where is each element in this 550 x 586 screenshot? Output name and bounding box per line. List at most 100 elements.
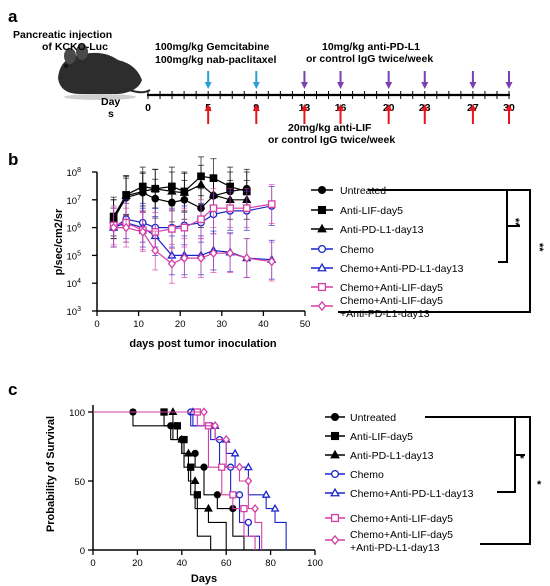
data-point — [138, 227, 147, 237]
data-point — [167, 186, 177, 195]
gem-text-1: 100mg/kg Gemcitabine — [155, 41, 270, 53]
pdl1-text-1: 10mg/kg anti-PD-L1 — [322, 41, 420, 53]
legend-label: Chemo+Anti-PD-L1-day13 — [340, 263, 464, 275]
data-point — [151, 245, 160, 256]
injection-text-1: Pancreatic injection — [13, 29, 112, 41]
data-point — [168, 225, 176, 233]
data-point — [109, 222, 118, 233]
injection-text-2: of KCKO-Luc — [42, 41, 108, 53]
y-tick-label: 105 — [67, 250, 82, 262]
data-point — [226, 248, 235, 259]
panel-b-label: b — [8, 150, 18, 169]
event-marker — [230, 448, 240, 457]
data-point — [179, 187, 189, 196]
panel-c: c Probability of Survival Days 0 20 40 60 80… — [8, 380, 542, 585]
survival-step-line — [93, 411, 212, 550]
legend-label: Anti-LIF-day5 — [340, 205, 403, 217]
dosing-arrow-head — [469, 82, 477, 89]
panel-c-label: c — [8, 380, 17, 399]
legend-marker — [330, 513, 340, 523]
dosing-arrow-head — [421, 104, 429, 111]
panel-c-sig-2: * — [537, 479, 542, 491]
dosing-arrow-head — [204, 104, 212, 111]
panel-b-legend: Untreated Anti-LIF-day5 Anti-PD-L1-day13 Ch… — [311, 185, 464, 320]
data-point — [267, 200, 276, 208]
panel-c-series — [93, 407, 287, 550]
survival-step-line — [93, 411, 256, 550]
event-marker — [173, 422, 182, 430]
legend-label: Chemo+Anti-LIF-day5 — [340, 282, 443, 294]
event-marker — [213, 491, 221, 499]
event-marker — [222, 434, 231, 445]
dosing-arrow-head — [204, 82, 212, 89]
x-tick-label: 80 — [265, 558, 276, 569]
event-marker — [193, 491, 201, 499]
panel-b-x-axis-title: days post tumor inoculation — [129, 338, 277, 350]
dosing-arrow-head — [300, 104, 308, 111]
data-point — [242, 253, 251, 263]
panel-c-y-axis-title: Probability of Survival — [45, 416, 57, 532]
x-tick-label: 40 — [258, 319, 269, 330]
series-line — [113, 183, 247, 220]
data-point — [226, 204, 234, 213]
legend-marker — [330, 412, 340, 422]
x-tick-label: 40 — [177, 558, 188, 569]
dosing-arrow-head — [337, 82, 345, 89]
panel-b-significance: ** ** — [338, 189, 545, 313]
data-point — [122, 222, 131, 233]
timeline-minor-ticks — [147, 91, 510, 99]
survival-step-line — [93, 411, 227, 550]
x-tick-label: 20 — [132, 558, 143, 569]
event-marker — [200, 463, 208, 471]
legend-marker — [330, 449, 340, 459]
legend-marker — [330, 534, 340, 546]
panel-a-label: a — [8, 7, 18, 26]
data-point — [180, 253, 189, 263]
series-3 — [109, 186, 276, 248]
survival-step-line — [93, 411, 261, 550]
dosing-arrow-head — [421, 82, 429, 89]
dosing-arrow-head — [385, 82, 393, 89]
legend-label: Anti-PD-L1-day13 — [340, 224, 424, 236]
panel-c-sig-1: * — [520, 453, 525, 465]
legend-label: Untreated — [350, 412, 396, 424]
x-tick-label: 0 — [94, 319, 99, 330]
panel-c-significance: * * — [425, 416, 542, 545]
data-point — [121, 190, 131, 199]
y-tick-label: 0 — [80, 546, 85, 557]
dosing-arrow-head — [337, 104, 345, 111]
legend-label: +Anti-PD-L1-day13 — [340, 308, 430, 320]
survival-curve-3 — [93, 408, 261, 550]
survival-step-line — [93, 411, 245, 550]
dosing-arrow-head — [300, 82, 308, 89]
event-marker — [244, 476, 253, 486]
legend-label: Chemo+Anti-LIF-day5 — [350, 513, 453, 525]
legend-marker — [317, 223, 327, 233]
legend-marker — [317, 185, 327, 195]
event-marker — [251, 503, 259, 514]
survival-curve-4 — [93, 407, 287, 550]
legend-marker — [330, 487, 340, 497]
days-label-1: Day — [101, 96, 120, 108]
legend-marker — [317, 300, 327, 312]
data-point — [267, 256, 276, 267]
dosing-arrow-head — [252, 104, 260, 111]
legend-label: Anti-LIF-day5 — [350, 431, 413, 443]
x-tick-label: 20 — [175, 319, 186, 330]
dosing-arrow-head — [252, 82, 260, 89]
legend-marker — [317, 205, 327, 215]
legend-label: Anti-PD-L1-day13 — [350, 450, 434, 462]
y-tick-label: 107 — [67, 195, 82, 207]
series-6 — [109, 207, 276, 284]
event-marker — [229, 491, 237, 499]
survival-curve-1 — [93, 408, 212, 550]
dosing-arrow-head — [505, 82, 513, 89]
panel-b-sig-2: ** — [533, 243, 545, 252]
event-marker — [204, 503, 213, 512]
legend-label: Chemo+Anti-PD-L1-day13 — [350, 488, 474, 500]
data-point — [242, 204, 251, 213]
mouse-illustration — [58, 44, 151, 100]
panel-b-ticks: 0 10 20 30 40 50 103 104 105 106 107 108 — [67, 167, 311, 330]
data-point — [209, 204, 218, 213]
